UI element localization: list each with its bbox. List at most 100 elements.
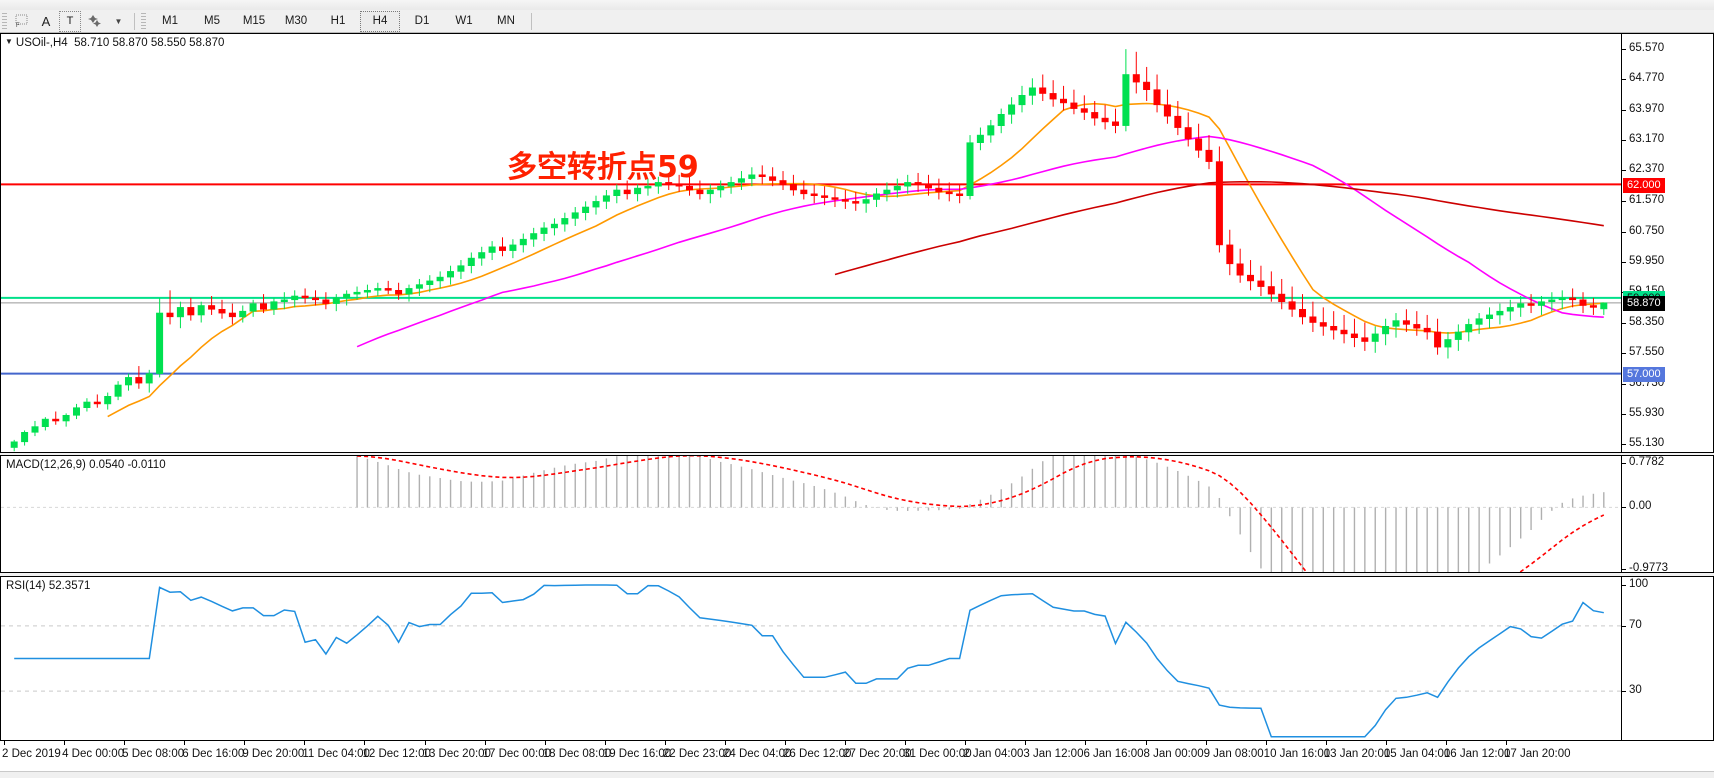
- time-tick: [1205, 741, 1207, 745]
- macd-tick-label: 0.00: [1629, 500, 1652, 513]
- time-tick: [1265, 741, 1267, 745]
- time-tick: [1445, 741, 1447, 745]
- price-tick-label: 59.950: [1629, 254, 1665, 267]
- rsi-tick: 100: [1622, 578, 1714, 590]
- timeframe-toolbar-grip-icon[interactable]: [141, 12, 146, 30]
- price-tick: 59.950: [1622, 255, 1714, 267]
- price-tick: 57.550: [1622, 346, 1714, 358]
- toolbar-grip-icon[interactable]: [2, 12, 7, 30]
- time-tick-label: 16 Jan 12:00: [1443, 748, 1511, 760]
- time-tick-label: 18 Dec 08:00: [542, 748, 612, 760]
- time-tick: [845, 741, 847, 745]
- rsi-pane[interactable]: RSI(14) 52.3571 100 70 30: [0, 576, 1714, 741]
- timeframe-mn[interactable]: MN: [497, 15, 515, 27]
- price-level-tag[interactable]: 57.000: [1623, 367, 1665, 383]
- time-tick: [64, 741, 66, 745]
- macd-tick-label: -0.9773: [1629, 562, 1669, 574]
- time-tick: [1025, 741, 1027, 745]
- time-tick: [965, 741, 967, 745]
- price-plot-area[interactable]: ▼ USOil-,H4 58.710 58.870 58.550 58.870 多…: [1, 34, 1621, 452]
- time-tick: [544, 741, 546, 745]
- price-tick-label: 63.970: [1629, 102, 1665, 115]
- price-chart-pane[interactable]: ▼ USOil-,H4 58.710 58.870 58.550 58.870 多…: [0, 33, 1714, 453]
- price-level-tag[interactable]: 62.000: [1623, 177, 1665, 193]
- ohlc-text: 58.710 58.870 58.550 58.870: [74, 37, 225, 49]
- time-tick: [664, 741, 666, 745]
- time-tick-label: 5 Dec 08:00: [122, 748, 185, 760]
- macd-pane[interactable]: MACD(12,26,9) 0.0540 -0.0110 0.7782 0.00 -…: [0, 455, 1714, 574]
- drawing-toolbar[interactable]: F A T ▼ M1 M5 M15 M30 H1 H4 D1 W1 MN: [0, 10, 1714, 33]
- price-tick-label: 64.770: [1629, 72, 1665, 85]
- rsi-plot-area[interactable]: RSI(14) 52.3571: [1, 577, 1621, 740]
- time-tick-label: 17 Jan 20:00: [1504, 748, 1571, 760]
- timeframe-d1[interactable]: D1: [414, 15, 430, 27]
- price-level-tag[interactable]: 58.870: [1623, 296, 1665, 312]
- time-tick: [124, 741, 126, 745]
- time-tick-label: 26 Dec 12:00: [783, 748, 852, 760]
- time-tick-label: 12 Dec 12:00: [362, 748, 431, 760]
- price-tick: 55.130: [1622, 437, 1714, 449]
- time-tick: [484, 741, 486, 745]
- time-tick-label: 19 Dec 16:00: [602, 748, 672, 760]
- time-tick: [184, 741, 186, 745]
- rsi-axis[interactable]: 100 70 30: [1621, 577, 1713, 740]
- price-tick: 58.350: [1622, 316, 1714, 328]
- time-tick-label: 15 Jan 04:00: [1383, 748, 1451, 760]
- time-axis[interactable]: 2 Dec 2019 4 Dec 00:00 5 Dec 08:00 6 Dec 16…: [0, 741, 1714, 771]
- price-tick-label: 55.130: [1629, 437, 1665, 450]
- time-tick: [724, 741, 726, 745]
- macd-tick-label: 0.7782: [1629, 456, 1665, 468]
- timeframe-m1[interactable]: M1: [162, 15, 178, 27]
- symbol-text: USOil-,H4: [15, 37, 68, 49]
- time-tick: [244, 741, 246, 745]
- price-tick: 56.730: [1622, 377, 1714, 389]
- timeframe-m30[interactable]: M30: [284, 15, 308, 27]
- time-tick-label: 9 Jan 08:00: [1203, 748, 1264, 760]
- price-tick: 65.570: [1622, 42, 1714, 54]
- rsi-tick-label: 30: [1629, 684, 1642, 697]
- rsi-label: RSI(14) 52.3571: [6, 580, 91, 592]
- time-tick-label: 31 Dec 00:00: [903, 748, 972, 760]
- time-tick-label: 6 Jan 16:00: [1083, 748, 1144, 760]
- time-tick: [4, 741, 5, 745]
- chevron-down-icon[interactable]: ▼: [5, 37, 13, 46]
- timeframe-w1[interactable]: W1: [455, 15, 473, 27]
- time-tick-label: 2 Dec 2019: [2, 748, 61, 760]
- macd-axis[interactable]: 0.7782 0.00 -0.9773: [1621, 456, 1714, 574]
- rsi-tick: 70: [1622, 619, 1714, 631]
- time-tick: [304, 741, 306, 745]
- text-label-icon[interactable]: T: [59, 10, 81, 32]
- time-tick-label: 22 Dec 23:00: [662, 748, 732, 760]
- price-axis[interactable]: 65.570 64.770 63.970 63.170 62.370 61.570 60.7…: [1621, 34, 1713, 452]
- time-tick: [1385, 741, 1387, 745]
- time-tick-label: 13 Jan 20:00: [1323, 748, 1391, 760]
- toolbar-separator: [134, 12, 135, 30]
- timeframe-h4[interactable]: H4: [360, 10, 400, 32]
- text-tool-icon[interactable]: A: [41, 13, 51, 29]
- macd-tick: 0.7782: [1622, 456, 1714, 468]
- price-tick-label: 62.370: [1629, 163, 1665, 176]
- time-tick-label: 3 Jan 12:00: [1023, 748, 1084, 760]
- time-tick-label: 17 Dec 00:00: [482, 748, 552, 760]
- price-tick-label: 60.750: [1629, 224, 1665, 237]
- rsi-tick: 30: [1622, 684, 1714, 696]
- time-tick: [905, 741, 907, 745]
- symbol-quote-label: ▼ USOil-,H4 58.710 58.870 58.550 58.870: [5, 37, 224, 49]
- time-tick-label: 6 Dec 16:00: [182, 748, 245, 760]
- rsi-tick-label: 100: [1629, 578, 1649, 590]
- time-tick-label: 4 Dec 00:00: [62, 748, 125, 760]
- time-tick-label: 8 Jan 00:00: [1143, 748, 1204, 760]
- time-tick: [1325, 741, 1327, 745]
- time-tick-label: 2 Jan 04:00: [963, 748, 1024, 760]
- price-tick: 62.370: [1622, 163, 1714, 175]
- macd-plot-area[interactable]: MACD(12,26,9) 0.0540 -0.0110: [1, 456, 1621, 572]
- macd-tick: -0.9773: [1622, 562, 1714, 574]
- crosshair-icon[interactable]: F: [11, 11, 33, 32]
- shapes-icon[interactable]: [83, 11, 105, 32]
- timeframe-m5[interactable]: M5: [204, 15, 220, 27]
- chevron-down-icon[interactable]: ▼: [114, 16, 123, 26]
- timeframe-h1[interactable]: H1: [330, 15, 346, 27]
- price-tick: 63.970: [1622, 103, 1714, 115]
- price-tick: 61.570: [1622, 194, 1714, 206]
- timeframe-m15[interactable]: M15: [242, 15, 266, 27]
